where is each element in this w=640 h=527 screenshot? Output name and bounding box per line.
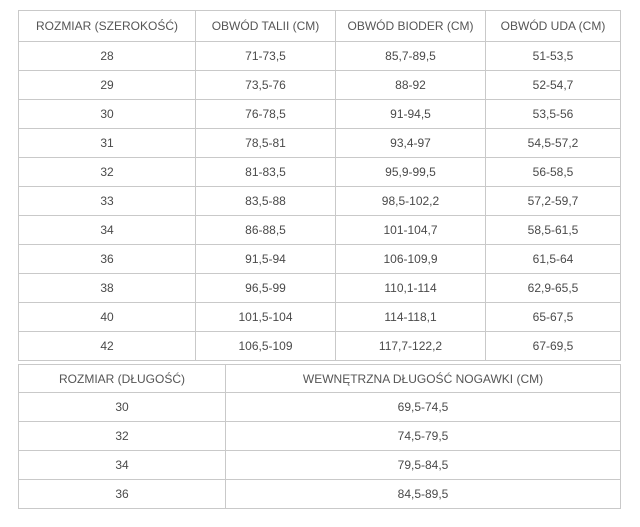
thigh-range: 53,5-56 <box>485 99 621 129</box>
table-row: 30 76-78,5 91-94,5 53,5-56 <box>18 99 621 129</box>
length-size-value: 36 <box>18 479 226 509</box>
waist-range: 76-78,5 <box>195 99 336 129</box>
size-length-header-row: ROZMIAR (DŁUGOŚĆ) WEWNĘTRZNA DŁUGOŚĆ NOG… <box>18 364 621 393</box>
size-value: 30 <box>18 99 196 129</box>
waist-range: 83,5-88 <box>195 186 336 216</box>
table-row: 29 73,5-76 88-92 52-54,7 <box>18 70 621 100</box>
waist-range: 101,5-104 <box>195 302 336 332</box>
table-row: 31 78,5-81 93,4-97 54,5-57,2 <box>18 128 621 158</box>
hip-range: 101-104,7 <box>335 215 486 245</box>
table-row: 30 69,5-74,5 <box>18 392 621 422</box>
thigh-range: 61,5-64 <box>485 244 621 274</box>
waist-range: 106,5-109 <box>195 331 336 361</box>
size-value: 31 <box>18 128 196 158</box>
column-header-obwod-bioder: OBWÓD BIODER (CM) <box>335 10 486 42</box>
column-header-obwod-uda: OBWÓD UDA (CM) <box>485 10 621 42</box>
waist-range: 96,5-99 <box>195 273 336 303</box>
column-header-dlugosc-nogawki: WEWNĘTRZNA DŁUGOŚĆ NOGAWKI (CM) <box>225 364 621 393</box>
inseam-range: 69,5-74,5 <box>225 392 621 422</box>
length-size-value: 30 <box>18 392 226 422</box>
size-value: 29 <box>18 70 196 100</box>
waist-range: 73,5-76 <box>195 70 336 100</box>
table-row: 33 83,5-88 98,5-102,2 57,2-59,7 <box>18 186 621 216</box>
thigh-range: 62,9-65,5 <box>485 273 621 303</box>
size-value: 28 <box>18 41 196 71</box>
hip-range: 114-118,1 <box>335 302 486 332</box>
thigh-range: 67-69,5 <box>485 331 621 361</box>
size-value: 36 <box>18 244 196 274</box>
size-value: 32 <box>18 157 196 187</box>
hip-range: 106-109,9 <box>335 244 486 274</box>
thigh-range: 57,2-59,7 <box>485 186 621 216</box>
table-row: 36 91,5-94 106-109,9 61,5-64 <box>18 244 621 274</box>
thigh-range: 51-53,5 <box>485 41 621 71</box>
length-size-value: 34 <box>18 450 226 480</box>
waist-range: 86-88,5 <box>195 215 336 245</box>
thigh-range: 58,5-61,5 <box>485 215 621 245</box>
column-header-obwod-talii: OBWÓD TALII (CM) <box>195 10 336 42</box>
waist-range: 78,5-81 <box>195 128 336 158</box>
size-width-table: ROZMIAR (SZEROKOŚĆ) OBWÓD TALII (CM) OBW… <box>18 10 621 361</box>
length-size-value: 32 <box>18 421 226 451</box>
hip-range: 85,7-89,5 <box>335 41 486 71</box>
column-header-rozmiar-dlugosc: ROZMIAR (DŁUGOŚĆ) <box>18 364 226 393</box>
size-value: 38 <box>18 273 196 303</box>
table-row: 32 81-83,5 95,9-99,5 56-58,5 <box>18 157 621 187</box>
table-row: 36 84,5-89,5 <box>18 479 621 509</box>
size-value: 33 <box>18 186 196 216</box>
thigh-range: 65-67,5 <box>485 302 621 332</box>
hip-range: 91-94,5 <box>335 99 486 129</box>
waist-range: 81-83,5 <box>195 157 336 187</box>
table-row: 34 86-88,5 101-104,7 58,5-61,5 <box>18 215 621 245</box>
inseam-range: 84,5-89,5 <box>225 479 621 509</box>
hip-range: 98,5-102,2 <box>335 186 486 216</box>
table-row: 38 96,5-99 110,1-114 62,9-65,5 <box>18 273 621 303</box>
thigh-range: 56-58,5 <box>485 157 621 187</box>
hip-range: 88-92 <box>335 70 486 100</box>
table-row: 34 79,5-84,5 <box>18 450 621 480</box>
thigh-range: 52-54,7 <box>485 70 621 100</box>
inseam-range: 79,5-84,5 <box>225 450 621 480</box>
size-width-header-row: ROZMIAR (SZEROKOŚĆ) OBWÓD TALII (CM) OBW… <box>18 10 621 42</box>
hip-range: 117,7-122,2 <box>335 331 486 361</box>
table-row: 28 71-73,5 85,7-89,5 51-53,5 <box>18 41 621 71</box>
size-value: 42 <box>18 331 196 361</box>
hip-range: 110,1-114 <box>335 273 486 303</box>
table-row: 42 106,5-109 117,7-122,2 67-69,5 <box>18 331 621 361</box>
waist-range: 71-73,5 <box>195 41 336 71</box>
table-row: 32 74,5-79,5 <box>18 421 621 451</box>
thigh-range: 54,5-57,2 <box>485 128 621 158</box>
waist-range: 91,5-94 <box>195 244 336 274</box>
size-length-table: ROZMIAR (DŁUGOŚĆ) WEWNĘTRZNA DŁUGOŚĆ NOG… <box>18 364 621 509</box>
hip-range: 95,9-99,5 <box>335 157 486 187</box>
column-header-rozmiar-szerokosc: ROZMIAR (SZEROKOŚĆ) <box>18 10 196 42</box>
table-row: 40 101,5-104 114-118,1 65-67,5 <box>18 302 621 332</box>
inseam-range: 74,5-79,5 <box>225 421 621 451</box>
size-value: 40 <box>18 302 196 332</box>
size-value: 34 <box>18 215 196 245</box>
hip-range: 93,4-97 <box>335 128 486 158</box>
